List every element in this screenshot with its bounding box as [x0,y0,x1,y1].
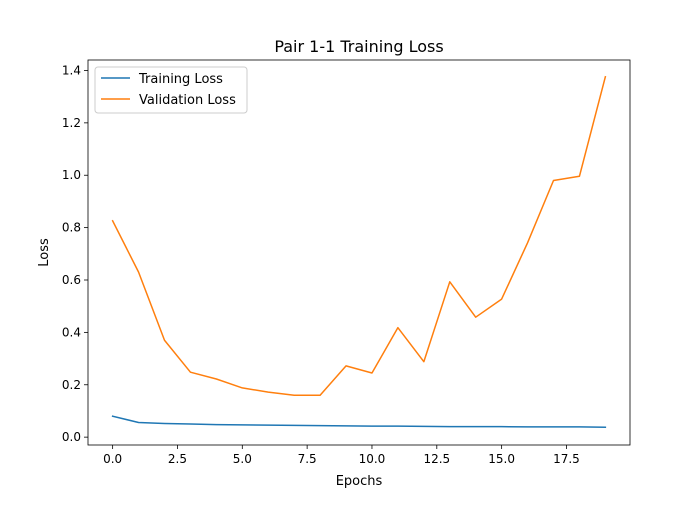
y-tick-label: 0.6 [62,273,81,287]
x-tick-label: 7.5 [298,452,317,466]
x-tick-label: 0.0 [103,452,122,466]
x-tick-label: 12.5 [423,452,450,466]
y-tick-label: 0.8 [62,221,81,235]
series-line-training-loss [111,415,607,428]
legend-box [94,66,248,114]
x-tick-label: 2.5 [168,452,187,466]
legend-label-validation: Validation Loss [139,93,236,108]
legend: Training Loss Validation Loss [94,66,248,114]
y-tick-label: 0.4 [62,325,81,339]
plot-area-background [88,60,630,445]
x-tick-label: 15.0 [488,452,515,466]
series-line-validation-loss [111,75,607,396]
x-axis-ticks: 0.0 2.5 5.0 7.5 10.0 12.5 15.0 17.5 [103,445,580,466]
y-tick-label: 1.2 [62,116,81,130]
series-layer [111,75,607,428]
y-tick-label: 0.2 [62,378,81,392]
y-tick-label: 0.0 [62,430,81,444]
x-tick-label: 17.5 [553,452,580,466]
legend-label-training: Training Loss [138,72,223,87]
x-tick-label: 5.0 [233,452,252,466]
x-axis-label: Epochs [336,474,383,489]
axes-frame [87,59,631,446]
y-tick-label: 1.0 [62,168,81,182]
y-axis-ticks: 0.0 0.2 0.4 0.6 0.8 1.0 1.2 1.4 [62,63,88,444]
y-axis-label: Loss [37,238,52,267]
y-tick-label: 1.4 [62,63,81,77]
chart-title: Pair 1-1 Training Loss [274,37,443,56]
x-tick-label: 10.0 [359,452,386,466]
